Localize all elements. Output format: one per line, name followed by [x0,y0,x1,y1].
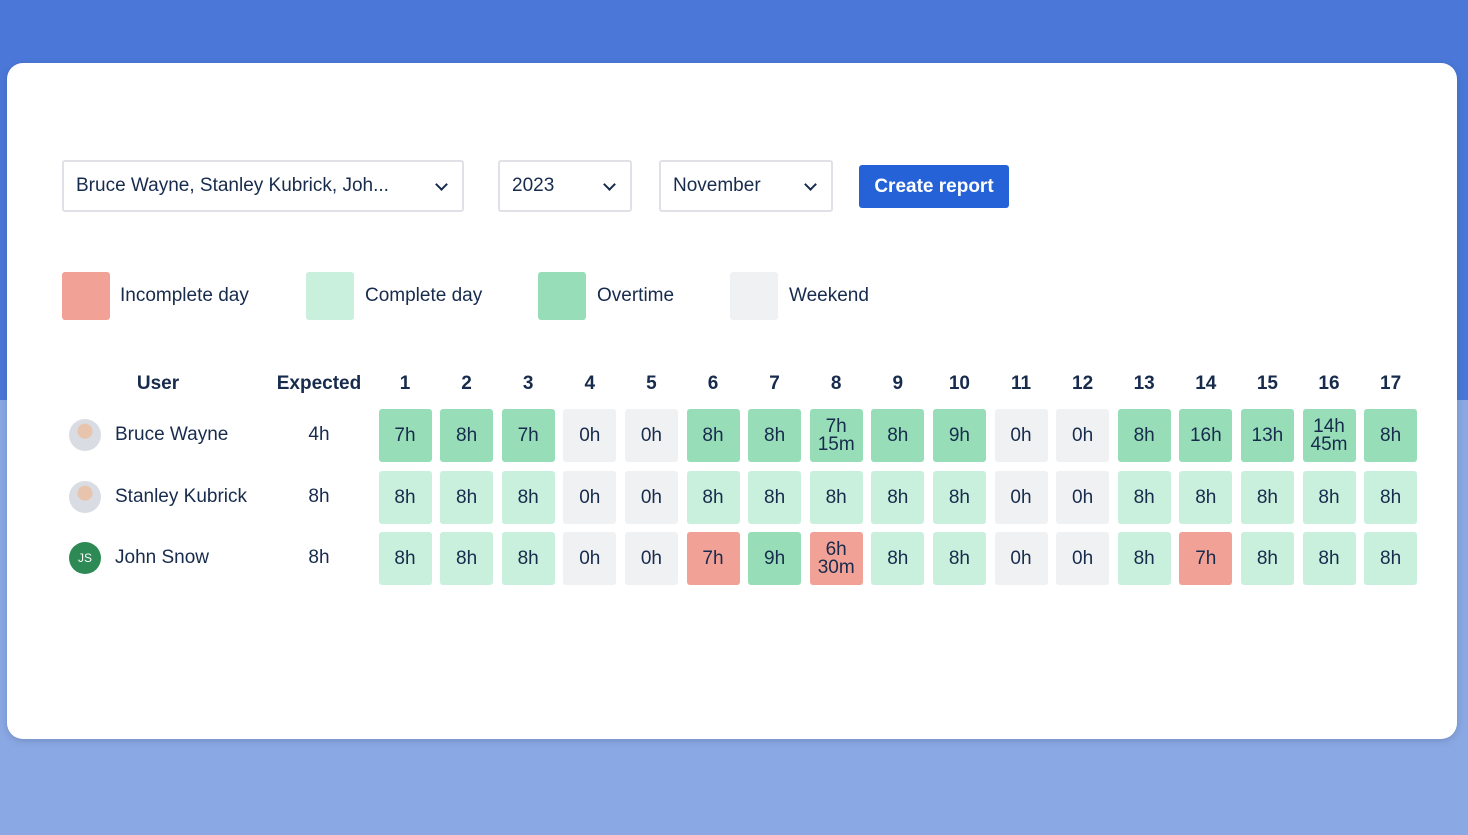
day-cell: 8h [1117,532,1171,585]
column-header: 2 [461,373,472,394]
day-cell: 8h [932,471,986,524]
day-cell: 7h [378,409,432,462]
day-cell: 7h [501,409,555,462]
day-cell: 8h [871,471,925,524]
day-cell: 8h [1302,471,1356,524]
day-cell: 8h [501,471,555,524]
users-value: Bruce Wayne, Stanley Kubrick, Joh... [76,175,389,196]
column-header: 10 [948,373,970,394]
column-header: 6 [707,373,719,394]
avatar-photo [69,481,101,513]
expected-hours: 4h [308,424,330,445]
day-cell: 8h [932,532,986,585]
day-cell: 8h [1364,532,1418,585]
day-cell: 0h [1056,471,1110,524]
month-dropdown[interactable]: November [659,160,833,212]
day-cell: 7h [1179,532,1233,585]
users-dropdown[interactable]: Bruce Wayne, Stanley Kubrick, Joh... [62,160,464,212]
column-header: 1 [399,373,411,394]
day-cell: 8h [440,409,494,462]
legend-label: Incomplete day [120,285,249,306]
day-cell: 8h [1117,471,1171,524]
column-header: 8 [830,373,842,394]
day-cell: 13h [1240,409,1294,462]
column-header: 14 [1195,373,1217,394]
user-name: Bruce Wayne [115,424,229,445]
user-name: Stanley Kubrick [115,486,248,507]
avatar-photo [69,419,101,451]
legend-label: Complete day [365,285,483,306]
column-header: 17 [1380,373,1402,394]
day-cell: 8h [440,471,494,524]
day-cell: 8h [440,532,494,585]
legend-swatch [306,272,354,320]
legend-label: Overtime [597,285,675,306]
expected-hours: 8h [308,486,330,507]
column-header: 5 [646,373,657,394]
day-cell: 6h 30m [809,532,863,585]
expected-hours: 8h [308,547,330,568]
day-cell: 14h 45m [1302,409,1356,462]
day-cell: 8h [1364,409,1418,462]
day-cell: 8h [748,471,802,524]
report-card: Bruce Wayne, Stanley Kubrick, Joh... 202… [7,63,1457,739]
day-cell: 0h [1056,532,1110,585]
day-cell: 8h [1364,471,1418,524]
day-cell: 8h [748,409,802,462]
year-value: 2023 [512,175,555,196]
column-header: 7 [769,373,780,394]
day-cell: 8h [1117,409,1171,462]
column-header: 3 [522,373,534,394]
day-cell: 0h [624,471,678,524]
column-header: 9 [892,373,904,394]
day-cell: 0h [563,409,617,462]
column-header: Expected [276,373,362,394]
day-cell: 9h [748,532,802,585]
column-header: User [136,373,180,394]
column-header: 11 [1010,373,1032,394]
day-cell: 9h [932,409,986,462]
day-cell: 8h [1240,532,1294,585]
create-report-button[interactable]: Create report [859,165,1009,208]
day-cell: 0h [563,471,617,524]
day-cell: 8h [378,532,432,585]
column-header: 12 [1072,373,1094,394]
day-cell: 8h [1302,532,1356,585]
month-value: November [673,175,761,196]
user-name: John Snow [115,547,210,568]
column-header: 4 [584,373,596,394]
day-cell: 0h [994,532,1048,585]
avatar: JS [69,542,101,574]
day-cell: 0h [1056,409,1110,462]
day-cell: 8h [686,409,740,462]
day-cell: 0h [624,532,678,585]
day-cell: 8h [1179,471,1233,524]
legend-swatch [538,272,586,320]
day-cell: 7h 15m [809,409,863,462]
day-cell: 0h [624,409,678,462]
day-cell: 16h [1179,409,1233,462]
day-cell: 8h [378,471,432,524]
legend-swatch [730,272,778,320]
day-cell: 8h [871,532,925,585]
day-cell: 8h [809,471,863,524]
day-cell: 8h [1240,471,1294,524]
day-cell: 8h [871,409,925,462]
day-cell: 0h [994,471,1048,524]
day-cell: 8h [686,471,740,524]
year-dropdown[interactable]: 2023 [498,160,632,212]
column-header: 16 [1318,373,1340,394]
column-header: 13 [1133,373,1155,394]
column-header: 15 [1256,373,1278,394]
day-cell: 7h [686,532,740,585]
legend-swatch [62,272,110,320]
day-cell: 0h [994,409,1048,462]
legend-label: Weekend [789,285,869,306]
day-cell: 8h [501,532,555,585]
day-cell: 0h [563,532,617,585]
